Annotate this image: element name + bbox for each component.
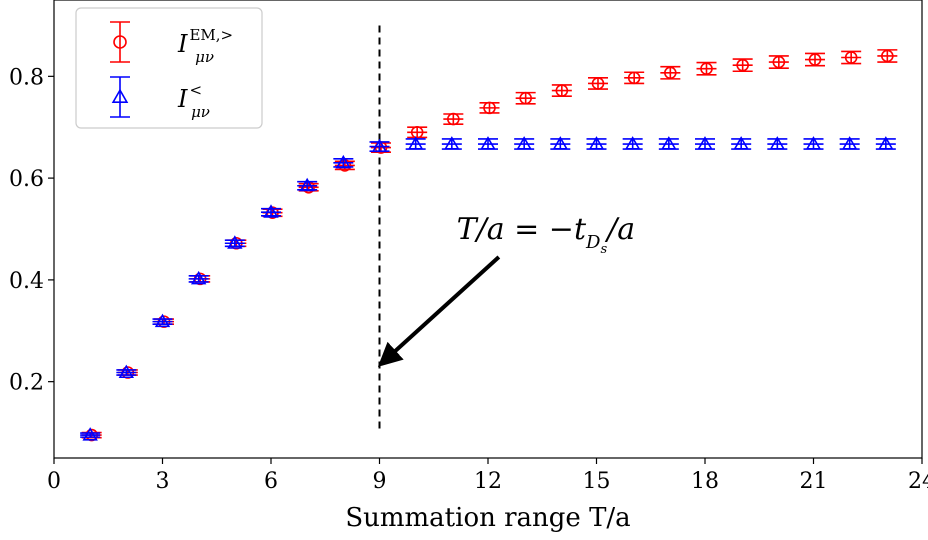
data-point <box>299 177 315 192</box>
data-point <box>154 313 171 328</box>
data-point <box>841 136 858 150</box>
legend: I EM,> μν I < μν <box>75 7 263 129</box>
y-tick-label: 0.6 <box>9 167 44 192</box>
data-point <box>772 55 786 69</box>
x-axis-label: Summation range T/a <box>345 503 630 533</box>
y-tick-label: 0.4 <box>9 269 44 294</box>
y-tick-label: 0.2 <box>9 371 44 396</box>
data-point <box>700 62 713 75</box>
legend-marker <box>111 88 129 103</box>
x-tick-label: 3 <box>156 469 170 494</box>
data-point <box>118 364 135 379</box>
data-point <box>447 112 460 126</box>
data-point <box>881 49 894 63</box>
annotation-arrow <box>377 255 501 367</box>
data-point <box>227 235 243 249</box>
data-point <box>552 136 569 150</box>
x-tick-label: 9 <box>373 469 387 494</box>
data-point <box>82 427 98 441</box>
data-point <box>805 136 822 150</box>
data-point <box>444 136 460 150</box>
x-tick-label: 18 <box>691 469 719 494</box>
x-tick-label: 21 <box>800 469 828 494</box>
data-point <box>733 136 749 150</box>
x-tick-label: 6 <box>264 469 278 494</box>
data-point <box>588 136 605 150</box>
data-point <box>483 101 496 115</box>
data-point <box>335 154 352 169</box>
axes: 0 3 6 9 12 15 18 21 24 0.2 0.4 0.6 0.8 <box>9 0 928 494</box>
data-point <box>664 66 677 80</box>
data-point <box>808 53 822 66</box>
data-point <box>627 71 641 85</box>
data-point <box>555 84 569 97</box>
data-point <box>407 136 424 150</box>
series-2 <box>80 136 896 441</box>
legend-entry-2: I < μν <box>110 76 210 121</box>
x-tick-label: 24 <box>908 469 928 494</box>
data-point <box>878 136 894 150</box>
data-point <box>591 77 605 90</box>
y-tick-label: 0.8 <box>9 65 44 90</box>
annotation: T/a = −tDs/a <box>377 212 636 367</box>
data-point <box>371 138 388 153</box>
plot-area: T/a = −tDs/a <box>80 25 898 442</box>
data-point <box>519 91 532 105</box>
data-point <box>190 270 207 285</box>
legend-label: I < μν <box>177 81 210 121</box>
legend-marker <box>113 35 127 49</box>
data-point <box>736 58 749 72</box>
annotation-text: T/a = −tDs/a <box>457 212 636 257</box>
data-point <box>661 136 677 150</box>
data-point <box>263 204 279 218</box>
data-point <box>410 126 424 139</box>
legend-label: I EM,> μν <box>177 26 233 66</box>
x-tick-label: 12 <box>474 469 502 494</box>
data-point <box>844 51 858 64</box>
legend-box <box>75 7 263 129</box>
data-point <box>480 136 496 150</box>
data-point <box>769 136 786 150</box>
legend-entry-1: I EM,> μν <box>110 21 233 66</box>
data-point <box>516 136 532 150</box>
x-tick-label: 15 <box>583 469 611 494</box>
x-tick-label: 0 <box>47 469 61 494</box>
data-point <box>697 136 713 150</box>
data-point <box>624 136 641 150</box>
